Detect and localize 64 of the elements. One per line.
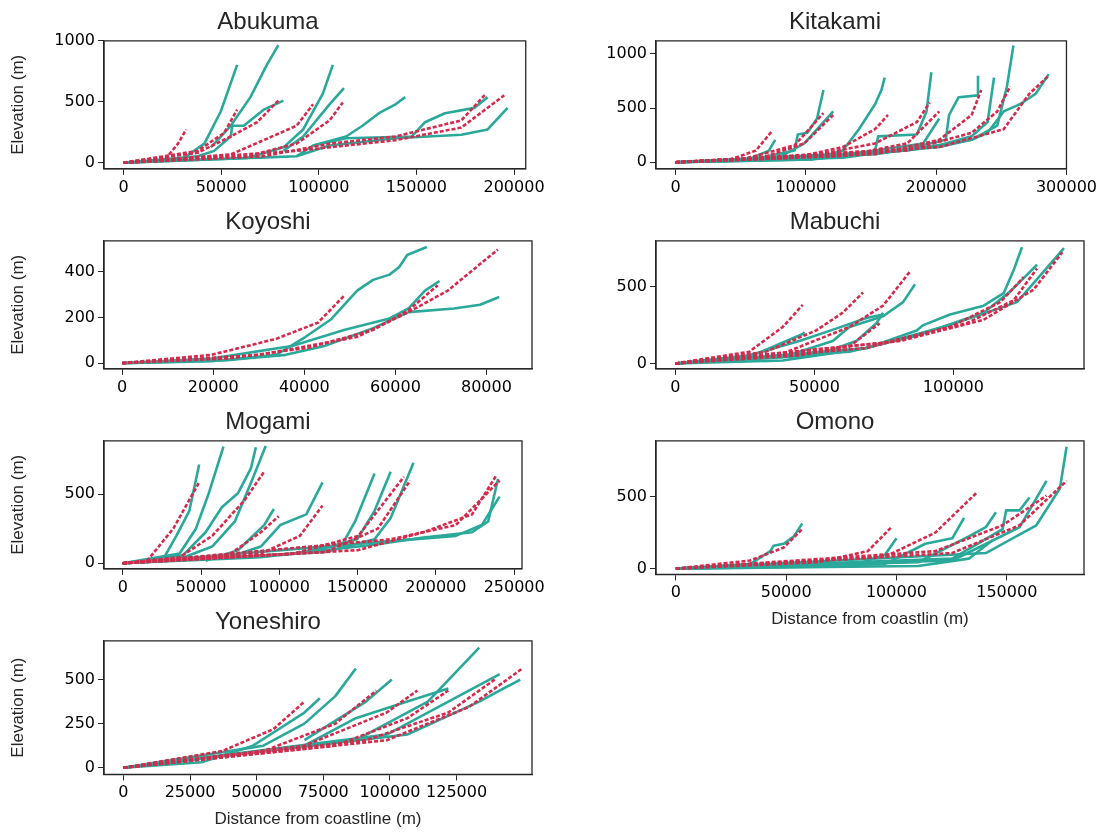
x-tick-label: 0 [670, 376, 681, 396]
chart-title: Yoneshiro [215, 607, 321, 635]
x-tick-label: 300000 [1035, 176, 1097, 196]
y-tick-label: 0 [636, 151, 647, 171]
y-tick-label: 400 [64, 260, 95, 280]
x-tick-label: 25000 [164, 782, 216, 802]
x-tick-label: 20000 [187, 376, 239, 396]
chart-title: Mabuchi [789, 207, 881, 235]
x-tick-label: 100000 [248, 576, 310, 596]
y-tick-label: 0 [636, 352, 647, 372]
y-tick-label: 500 [64, 90, 95, 110]
x-tick-label: 150000 [327, 576, 389, 596]
chart-title: Kitakami [788, 7, 882, 35]
x-tick-label: 150000 [976, 582, 1038, 602]
chart-title: Abukuma [217, 7, 320, 35]
y-tick-label: 1000 [606, 42, 647, 62]
x-tick-label: 200000 [405, 576, 467, 596]
y-axis-title: Elevation (m) [7, 54, 27, 155]
y-tick-label: 500 [616, 97, 647, 117]
x-tick-label: 100000 [922, 376, 984, 396]
x-tick-label: 250000 [483, 576, 545, 596]
y-tick-label: 500 [616, 275, 647, 295]
y-tick-label: 250 [64, 712, 95, 732]
x-tick-label: 50000 [231, 782, 283, 802]
x-tick-label: 0 [117, 376, 128, 396]
x-tick-label: 150000 [385, 176, 447, 196]
y-tick-label: 200 [64, 306, 95, 326]
y-tick-label: 0 [84, 756, 95, 776]
x-axis-title: Distance from coastline (m) [214, 809, 422, 829]
x-tick-label: 100000 [775, 176, 837, 196]
x-tick-label: 100000 [359, 782, 421, 802]
chart-title: Koyoshi [225, 207, 311, 235]
y-axis-title: Elevation (m) [7, 454, 27, 555]
x-tick-label: 60000 [369, 376, 421, 396]
y-axis-title: Elevation (m) [7, 657, 27, 758]
x-tick-label: 50000 [175, 576, 227, 596]
chart-title: Omono [795, 407, 875, 435]
x-tick-label: 200000 [483, 176, 545, 196]
y-axis-title: Elevation (m) [7, 254, 27, 355]
x-tick-label: 100000 [865, 582, 928, 602]
x-tick-label: 50000 [760, 582, 812, 602]
x-tick-label: 0 [670, 582, 681, 602]
x-tick-label: 100000 [288, 176, 350, 196]
y-tick-label: 0 [84, 151, 95, 171]
chart-title: Mogami [225, 407, 311, 435]
x-tick-label: 125000 [426, 782, 488, 802]
x-tick-label: 40000 [278, 376, 330, 396]
x-tick-label: 0 [118, 176, 129, 196]
y-tick-label: 500 [64, 483, 95, 503]
x-tick-label: 50000 [195, 176, 247, 196]
y-tick-label: 0 [84, 352, 95, 372]
y-tick-label: 0 [84, 552, 95, 572]
x-tick-label: 75000 [297, 782, 349, 802]
x-tick-label: 0 [670, 176, 681, 196]
x-tick-label: 200000 [905, 176, 967, 196]
x-tick-label: 0 [117, 576, 128, 596]
x-tick-label: 0 [118, 782, 129, 802]
y-tick-label: 0 [636, 557, 647, 577]
y-tick-label: 500 [64, 668, 95, 688]
y-tick-label: 500 [616, 485, 647, 505]
x-axis-title: Distance from coastlin (m) [771, 609, 969, 629]
y-tick-label: 1000 [54, 29, 95, 49]
x-tick-label: 80000 [461, 376, 512, 396]
x-tick-label: 50000 [788, 376, 840, 396]
